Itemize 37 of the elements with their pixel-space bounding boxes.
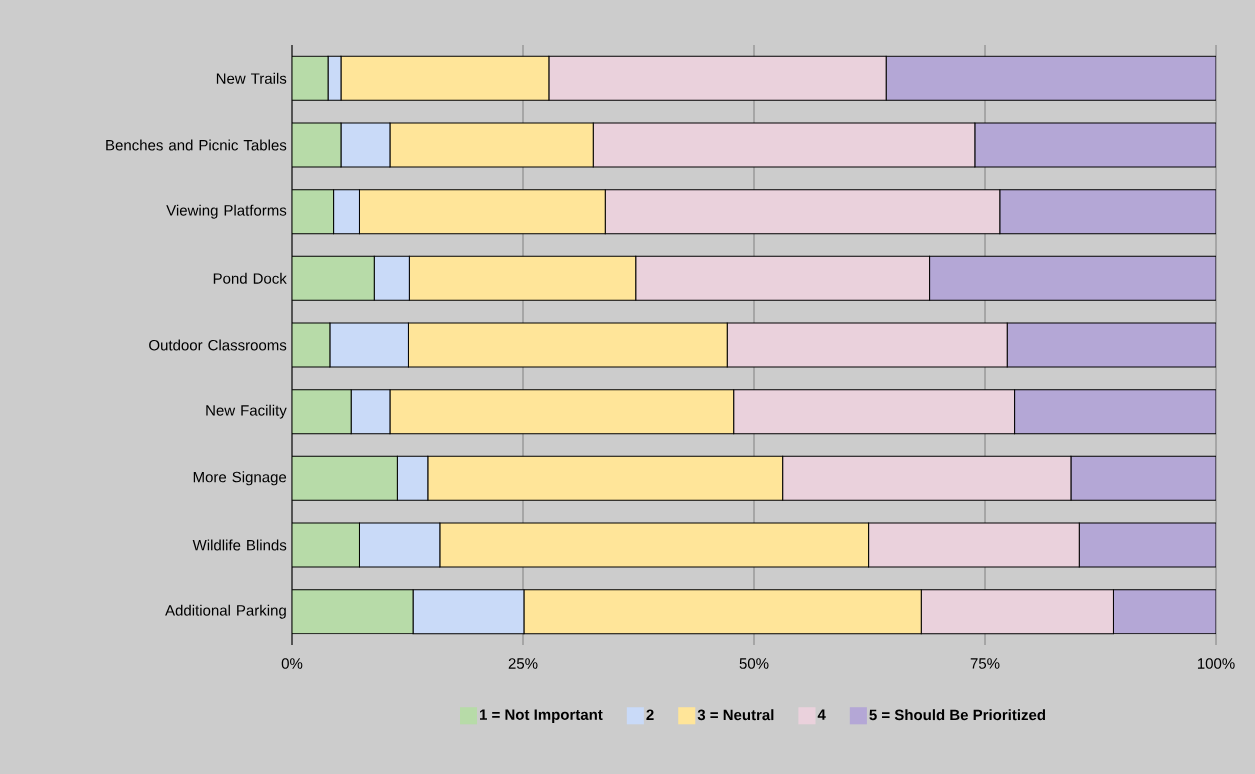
- bar: [1078, 522, 1217, 568]
- x-tick-label: 50%: [739, 658, 769, 669]
- y-tick-label: Additional Parking: [165, 604, 286, 619]
- legend-label: 1 = Not Important: [480, 709, 603, 723]
- legend-label: 4: [817, 709, 826, 720]
- bar: [292, 55, 329, 101]
- bar: [292, 189, 335, 235]
- legend-label: 2: [646, 709, 654, 720]
- bar: [1014, 389, 1217, 435]
- bar: [929, 255, 1217, 301]
- bar: [1006, 322, 1217, 368]
- x-tick-label: 75%: [970, 658, 1000, 669]
- x-tick-label: 100%: [1197, 658, 1235, 669]
- bar: [292, 255, 375, 301]
- bar: [292, 455, 398, 501]
- y-tick-label: More Signage: [193, 471, 287, 486]
- x-tick-label: 0%: [281, 658, 303, 669]
- bar: [999, 189, 1217, 235]
- y-tick-label: Pond Dock: [213, 272, 287, 284]
- y-tick-label: New Facility: [206, 404, 287, 419]
- bar: [1070, 455, 1217, 501]
- y-tick-label: New Trails: [216, 72, 287, 84]
- x-tick-label: 25%: [508, 658, 538, 669]
- bar: [292, 522, 360, 568]
- bar: [885, 55, 1217, 101]
- bar: [1112, 589, 1217, 635]
- bar: [292, 389, 352, 435]
- y-tick-label: Outdoor Classrooms: [149, 339, 287, 351]
- bar: [292, 589, 414, 635]
- y-tick-label: Benches and Picnic Tables: [106, 139, 287, 151]
- bar: [292, 322, 331, 368]
- y-tick-label: Viewing Platforms: [166, 204, 287, 219]
- bar: [974, 122, 1217, 168]
- legend-label: 3 = Neutral: [697, 709, 774, 721]
- y-tick-label: Wildlife Blinds: [192, 539, 287, 551]
- legend-label: 5 = Should Be Prioritized: [869, 709, 1046, 721]
- bar: [292, 122, 342, 168]
